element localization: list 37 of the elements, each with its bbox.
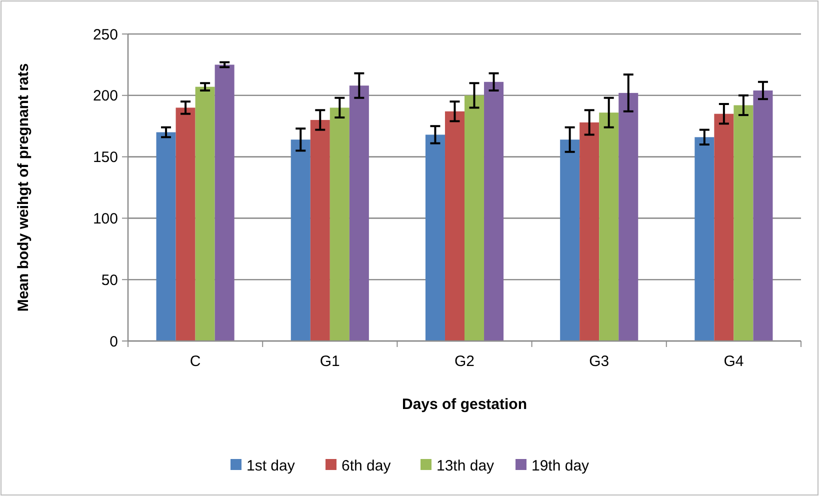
bar: [176, 108, 196, 341]
bar: [195, 86, 215, 341]
y-tick-label: 250: [92, 26, 118, 44]
bar: [156, 132, 176, 341]
legend-label: 1st day: [246, 457, 296, 474]
bar: [580, 122, 600, 341]
bar: [560, 140, 580, 341]
y-tick-label: 150: [92, 149, 118, 166]
y-tick-label: 50: [101, 272, 118, 289]
bar: [753, 90, 773, 341]
x-tick-label: G1: [320, 353, 340, 370]
bar: [464, 95, 484, 341]
x-tick-label: G2: [454, 353, 475, 370]
bar: [349, 86, 369, 341]
y-axis-title: Mean body weihgt of pregnant rats: [15, 63, 32, 312]
x-tick-label: C: [190, 353, 201, 370]
y-tick-label: 0: [110, 333, 118, 350]
bar: [214, 64, 234, 341]
x-axis-title: Days of gestation: [402, 396, 528, 413]
x-tick-label: G3: [589, 353, 610, 370]
bar: [714, 114, 734, 341]
bar: [444, 111, 464, 341]
bar: [734, 105, 754, 341]
y-tick-label: 100: [92, 210, 118, 228]
legend-label: 19th day: [532, 457, 590, 474]
bar: [694, 137, 714, 341]
bar: [425, 134, 445, 341]
y-tick-label: 200: [92, 88, 118, 105]
bar: [290, 140, 310, 341]
x-tick-label: G4: [724, 353, 744, 370]
legend-label: 6th day: [342, 457, 392, 474]
bar: [310, 120, 330, 341]
bar: [599, 112, 619, 341]
bar: [618, 92, 638, 341]
bar: [330, 108, 350, 341]
legend-label: 13th day: [436, 457, 495, 474]
bar: [484, 82, 504, 341]
